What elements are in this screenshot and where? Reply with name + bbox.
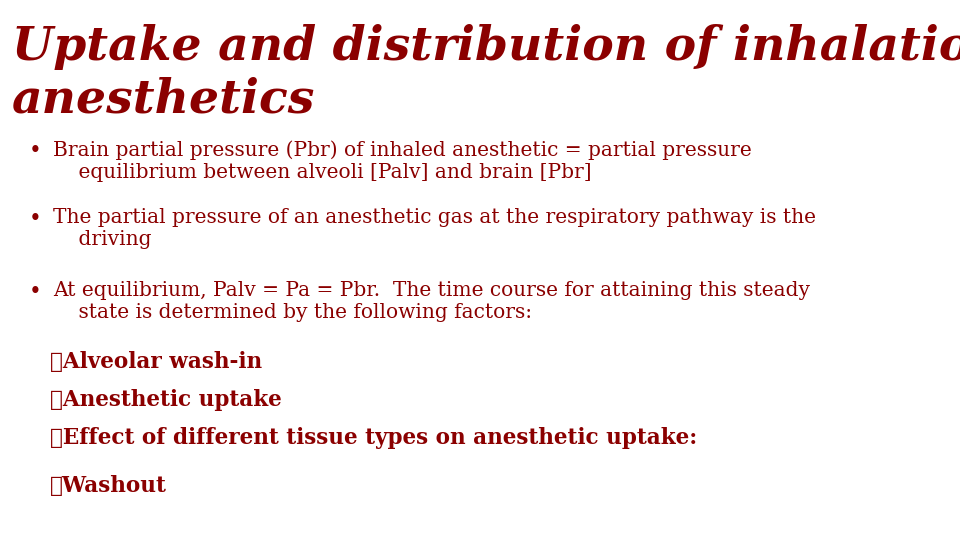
Text: •: • bbox=[29, 140, 41, 163]
Text: •: • bbox=[29, 281, 41, 303]
Text: ➢Effect of different tissue types on anesthetic uptake:: ➢Effect of different tissue types on ane… bbox=[50, 427, 697, 449]
Text: ➢Alveolar wash-in: ➢Alveolar wash-in bbox=[50, 351, 262, 373]
Text: The partial pressure of an anesthetic gas at the respiratory pathway is the
    : The partial pressure of an anesthetic ga… bbox=[53, 208, 816, 249]
Text: At equilibrium, Palv = Pa = Pbr.  The time course for attaining this steady
    : At equilibrium, Palv = Pa = Pbr. The tim… bbox=[53, 281, 810, 322]
Text: ➢Washout: ➢Washout bbox=[50, 475, 167, 497]
Text: Brain partial pressure (Pbr) of inhaled anesthetic = partial pressure
    equili: Brain partial pressure (Pbr) of inhaled … bbox=[53, 140, 752, 182]
Text: Uptake and distribution of inhalation: Uptake and distribution of inhalation bbox=[12, 24, 960, 70]
Text: •: • bbox=[29, 208, 41, 230]
Text: ➢Anesthetic uptake: ➢Anesthetic uptake bbox=[50, 389, 281, 411]
Text: anesthetics: anesthetics bbox=[12, 77, 315, 123]
